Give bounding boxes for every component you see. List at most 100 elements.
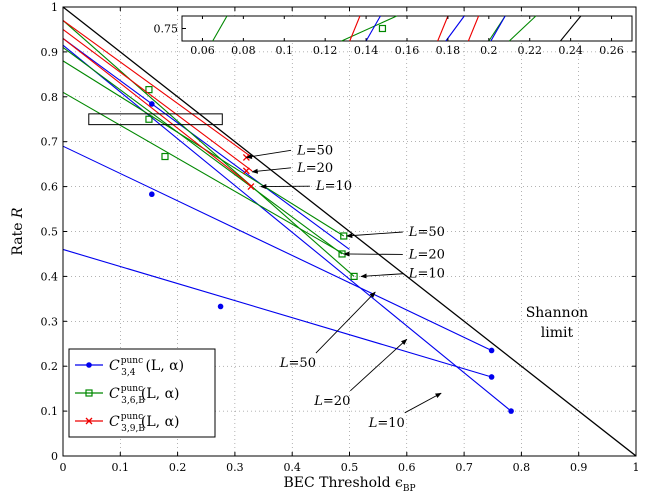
annotation-label-value: =50 [306, 143, 333, 158]
series-1-line [62, 91, 345, 255]
series-2-point [247, 183, 255, 191]
y-tick-label: 0.5 [41, 226, 59, 239]
annotation-label-var: L [296, 161, 306, 176]
annotation-label-value: =20 [417, 247, 444, 262]
annotation-label-var: L [296, 143, 306, 158]
inset-segment [508, 15, 537, 42]
inset-segment [467, 15, 480, 42]
axes: 0 0.1 0.2 0.3 0.4 0.5 0.6 0.7 0.8 0.9 1 0 0.1 0.2 0.3 0… [41, 1, 640, 474]
series-0-line [62, 145, 492, 351]
y-tick-label: 0.4 [41, 270, 59, 283]
legend-marker [85, 417, 93, 425]
series-0-line [62, 248, 492, 378]
inset-segment [445, 15, 465, 42]
legend-label-sub: 3,9,B [121, 424, 145, 434]
x-tick-label: 0.6 [398, 461, 416, 474]
y-tick-label: 0 [51, 450, 58, 463]
legend-label-args: (L, α) [145, 358, 184, 374]
annotation-label: L=20 [296, 161, 333, 176]
x-axis-label-main: BEC Threshold ϵ [283, 475, 403, 491]
annotation-label-value: =10 [325, 179, 352, 194]
annotation-label-var: L [313, 394, 323, 409]
annotation-arrow [350, 338, 408, 392]
annotation-label: L=20 [313, 394, 350, 409]
inset-segment [437, 15, 449, 42]
legend-label-sup: punc [121, 356, 143, 366]
zoom-rectangle [88, 113, 223, 126]
y-tick-label: 0.9 [41, 46, 59, 59]
y-tick-label: 0.7 [41, 136, 59, 149]
x-tick-label: 0.3 [226, 461, 244, 474]
annotation-label-var: L [279, 356, 289, 371]
inset-segment [212, 15, 228, 42]
y-tick-label: 0.1 [41, 405, 59, 418]
inset-x-tick-label: 0.18 [436, 44, 461, 57]
legend-label-sup: punc [121, 384, 143, 394]
x-tick-label: 0 [60, 461, 67, 474]
y-axis-label-var: R [10, 207, 26, 219]
x-tick-label: 0.2 [169, 461, 187, 474]
inset-marker [378, 24, 387, 33]
annotation-arrow [245, 149, 292, 160]
shannon-label: Shannon [526, 305, 588, 321]
annotation-arrow [404, 392, 442, 414]
annotation-label-var: L [315, 179, 325, 194]
axis-labels: BEC Threshold ϵBP Rate R [10, 207, 416, 491]
annotation-label: L=50 [408, 225, 445, 240]
annotation-label: L=50 [279, 356, 316, 371]
annotation-label-var: L [408, 225, 418, 240]
y-tick-label: 1 [51, 1, 58, 14]
x-tick-label: 0.8 [513, 461, 531, 474]
y-tick-label: 0.3 [41, 315, 59, 328]
annotation-label-value: =20 [306, 161, 333, 176]
series-2-line [62, 29, 253, 172]
annotation-label-var: L [368, 416, 378, 431]
legend-label-main: C [109, 386, 120, 402]
legend-marker [85, 389, 93, 397]
inset-x-tick-label: 0.22 [517, 44, 542, 57]
inset-x-tick-label: 0.1 [276, 44, 294, 57]
legend-marker [86, 362, 92, 368]
series-2-line [62, 20, 253, 158]
x-axis-label-sub: BP [403, 484, 416, 491]
inset-x-tick-label: 0.16 [395, 44, 420, 57]
y-axis-label-word: Rate [10, 218, 26, 256]
inset-x-tick-label: 0.08 [231, 44, 256, 57]
annotation-arrow [315, 291, 376, 354]
inset-chart: 0.06 0.08 0.1 0.12 0.14 0.16 0.18 0.2 0.22 0.24 0.… [154, 15, 633, 57]
y-axis-label: Rate R [10, 207, 26, 256]
y-tick-label: 0.8 [41, 91, 59, 104]
inset-segment [559, 15, 582, 42]
inset-segment [490, 15, 506, 42]
legend-label-args: (L, α) [141, 414, 180, 430]
annotations: L=50L=20L=10L=50L=20L=10L=50L=20L=10 [245, 143, 445, 431]
series-1-line [62, 46, 343, 255]
annotation-label: L=20 [408, 247, 445, 262]
y-tick-label: 0.6 [41, 181, 59, 194]
annotation-label-value: =10 [417, 267, 444, 282]
x-tick-label: 0.5 [341, 461, 359, 474]
annotation-arrow [346, 231, 403, 239]
inset-x-tick-label: 0.06 [190, 44, 215, 57]
series-2-line [62, 37, 253, 188]
annotation-label: L=10 [408, 267, 445, 282]
annotation-label-value: =20 [323, 394, 350, 409]
inset-segment [341, 15, 397, 42]
series-0-point [488, 347, 495, 354]
annotation-label: L=10 [315, 179, 352, 194]
inset-x-tick-label: 0.12 [313, 44, 338, 57]
legend-label-args: (L, α) [141, 386, 180, 402]
annotation-label-value: =50 [417, 225, 444, 240]
series-1-point [145, 86, 153, 94]
zoom-box [88, 113, 223, 126]
y-tick-label: 0.2 [41, 360, 59, 373]
x-tick-label: 0.4 [283, 461, 301, 474]
series-0-point [149, 191, 155, 198]
series-1-line [62, 20, 355, 277]
annotation-label-var: L [408, 267, 418, 282]
legend-label: Cpunc 3,4 (L, α) [109, 356, 184, 378]
inset-frame [181, 15, 633, 42]
legend-label-sub: 3,6,B [121, 396, 145, 406]
inset-x-tick-label: 0.24 [558, 44, 583, 57]
